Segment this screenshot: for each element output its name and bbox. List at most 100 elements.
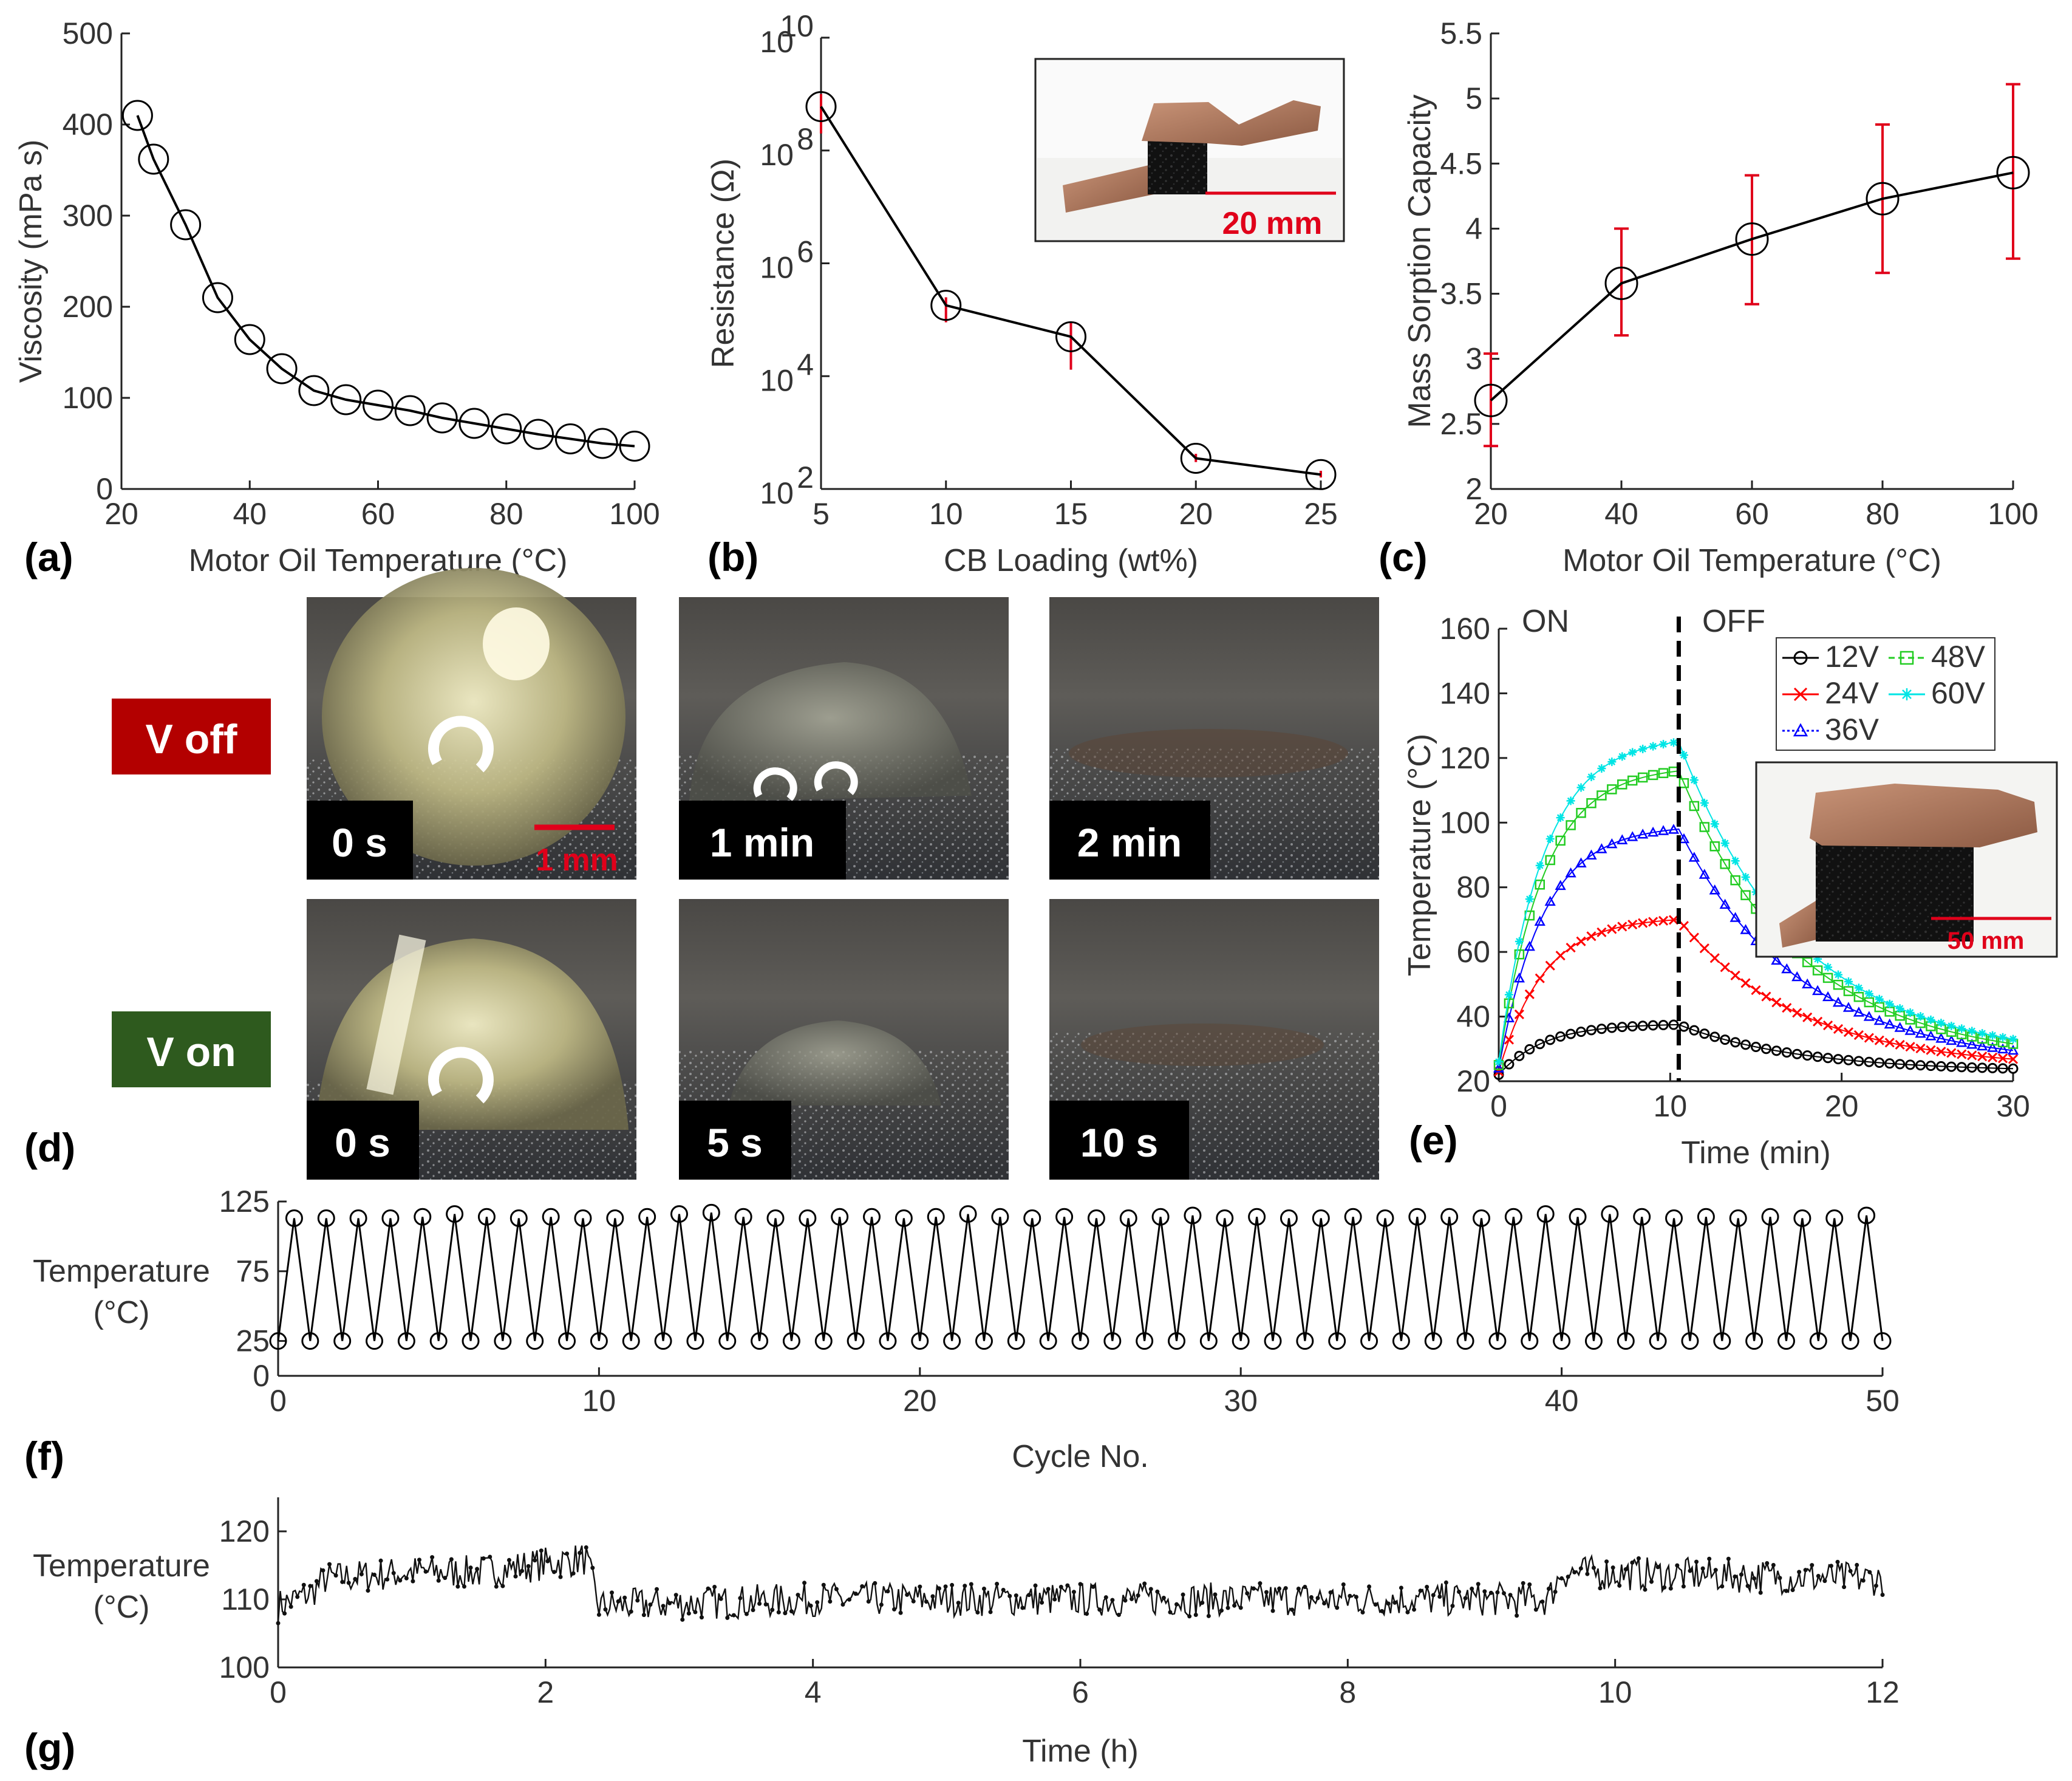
data-point [1296,1332,1314,1350]
data-point [1199,1332,1218,1350]
time-label-box [1049,1101,1189,1180]
legend-marker [1901,688,1913,700]
data-point [1858,1206,1876,1225]
data-point [1521,1332,1539,1350]
data-point [770,1607,775,1612]
data-point [853,1591,858,1596]
data-point-24V [1678,921,1689,931]
y-tick-label: 10 [760,476,794,510]
data-point-60V [1679,751,1688,760]
data-point [731,1613,736,1618]
data-point [1193,1613,1198,1618]
data-point [1559,1576,1564,1581]
data-point [1873,1584,1878,1588]
data-point [330,384,362,415]
data-point-24V [1864,1033,1874,1043]
data-point-24V [1668,915,1679,925]
data-point [584,1545,588,1550]
data-point [1521,1581,1525,1585]
data-point [693,1610,698,1615]
data-point [1376,1209,1394,1228]
data-point [571,1571,576,1576]
data-point [1777,1332,1795,1350]
data-point-48V [1545,855,1555,866]
data-point-48V [1833,979,1844,990]
data-point [831,1208,849,1226]
data-point [1277,1586,1282,1591]
data-point-12V [1956,1062,1967,1073]
data-point-48V [1802,957,1813,968]
data-point-24V [1884,1037,1895,1048]
data-point-60V [1813,954,1822,963]
y-tick-label: 5.5 [1440,16,1482,50]
panel-label-c: (c) [1378,535,1428,579]
data-point-24V [1874,1035,1884,1045]
data-point-48V [1709,841,1720,852]
data-point-36V [1935,1033,1947,1043]
data-point [1697,1208,1715,1226]
data-point [366,1588,370,1593]
data-point-12V [1884,1058,1895,1069]
data-point [1566,1574,1570,1579]
data-point [1148,1587,1153,1591]
data-point [1797,1570,1802,1574]
data-point [995,1582,1000,1587]
y-tick-label: 100 [63,381,113,415]
data-point [686,1332,704,1350]
x-tick-label: 25 [1304,497,1338,531]
data-point [1720,1584,1725,1588]
data-point-24V [1997,1053,2008,1064]
data-point [1335,1605,1340,1610]
data-point-12V [1946,1061,1957,1072]
data-point-60V [1700,798,1709,807]
x-tick-label: 20 [1825,1089,1859,1123]
data-point-24V [1905,1042,1915,1052]
photo-off-1min: 1 min [679,597,1009,880]
data-point [1174,1602,1179,1607]
data-point-36V [1647,826,1659,837]
data-point [1572,1570,1577,1574]
y-tick-exponent: 6 [797,235,814,269]
data-point [1777,1576,1782,1581]
data-point [776,1610,781,1615]
data-point [1867,1570,1872,1574]
data-point [1341,1582,1346,1587]
data-point-36V [1709,884,1720,895]
data-point-36V [1802,978,1813,989]
data-point [892,1607,897,1612]
data-point [808,1604,813,1608]
legend-marker [1793,651,1808,665]
y-tick-label: 4.5 [1440,146,1482,180]
data-point-24V [1576,936,1586,946]
y-tick-label: 160 [1440,612,1490,646]
data-point [308,1584,313,1588]
data-point-60V [1597,764,1606,773]
data-point [1058,1584,1063,1589]
data-point [359,1571,364,1576]
data-point-24V [1895,1039,1905,1050]
data-point [1681,1584,1686,1589]
data-point [423,1569,428,1574]
data-point [1071,1332,1089,1350]
data-point-24V [1709,953,1720,963]
data-point-12V [1843,1055,1854,1065]
y-tick-label: 400 [63,108,113,142]
data-point [1087,1209,1105,1228]
data-point [1264,1590,1269,1595]
y-axis-label: Viscosity (mPa s) [13,140,49,383]
data-point-60V [1494,1058,1503,1067]
data-point-36V [1627,831,1638,841]
data-point [783,1611,788,1616]
data-point-60V [1649,742,1658,751]
data-point-36V [1678,833,1690,844]
data-point [834,1587,839,1591]
data-point-12V [1709,1031,1720,1042]
data-point [937,1586,942,1591]
data-point [1180,442,1212,474]
data-point-24V [1957,1049,1967,1059]
data-point [1604,266,1638,300]
data-point [340,1579,345,1584]
data-point [796,1593,800,1598]
y-tick-label: 3.5 [1440,277,1482,311]
data-point [565,1551,570,1556]
